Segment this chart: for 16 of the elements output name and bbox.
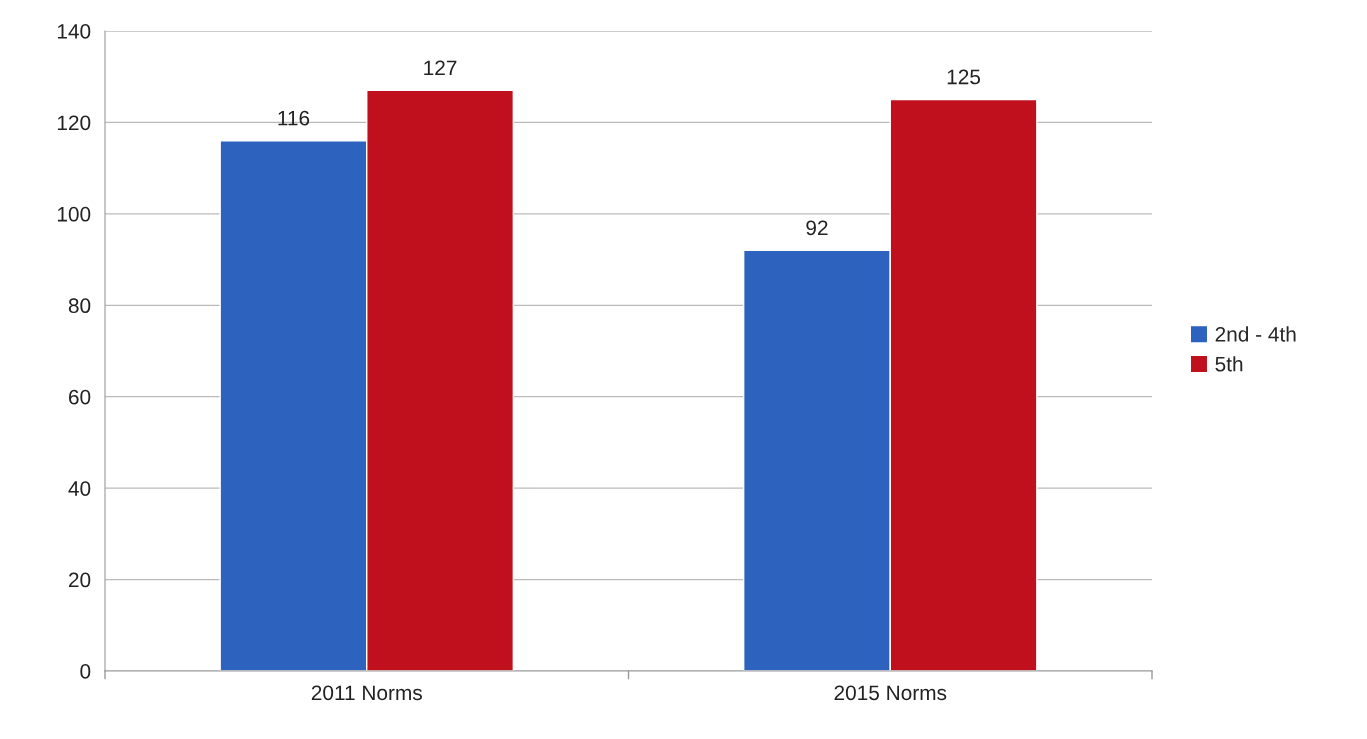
y-tick-label: 40 — [68, 481, 91, 496]
legend-label: 2nd - 4th — [1215, 326, 1296, 342]
y-tick-label: 60 — [69, 389, 91, 405]
data-label: 116 — [278, 110, 310, 126]
data-label: 125 — [947, 69, 981, 85]
y-tick-label: 20 — [68, 572, 91, 588]
y-tick-label: 120 — [57, 115, 91, 131]
data-label: 92 — [806, 220, 828, 236]
y-tick-label: 100 — [57, 206, 91, 222]
x-tick-label: 2011 Norms — [311, 685, 422, 701]
legend-label: 5th — [1215, 356, 1243, 372]
x-tick-label: 2015 Norms — [834, 685, 947, 701]
y-tick-label: 0 — [80, 664, 91, 679]
y-tick-label: 140 — [57, 24, 91, 39]
data-label: 127 — [424, 60, 457, 75]
y-tick-label: 80 — [68, 298, 91, 314]
